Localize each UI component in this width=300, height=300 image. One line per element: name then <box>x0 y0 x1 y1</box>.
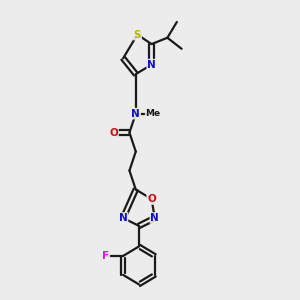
Text: N: N <box>150 213 159 223</box>
Text: O: O <box>147 194 156 204</box>
Text: O: O <box>109 128 118 138</box>
Text: N: N <box>147 60 156 70</box>
Text: N: N <box>131 109 140 118</box>
Text: S: S <box>134 30 141 40</box>
Text: N: N <box>119 213 128 223</box>
Text: F: F <box>102 251 109 261</box>
Text: Me: Me <box>146 109 161 118</box>
